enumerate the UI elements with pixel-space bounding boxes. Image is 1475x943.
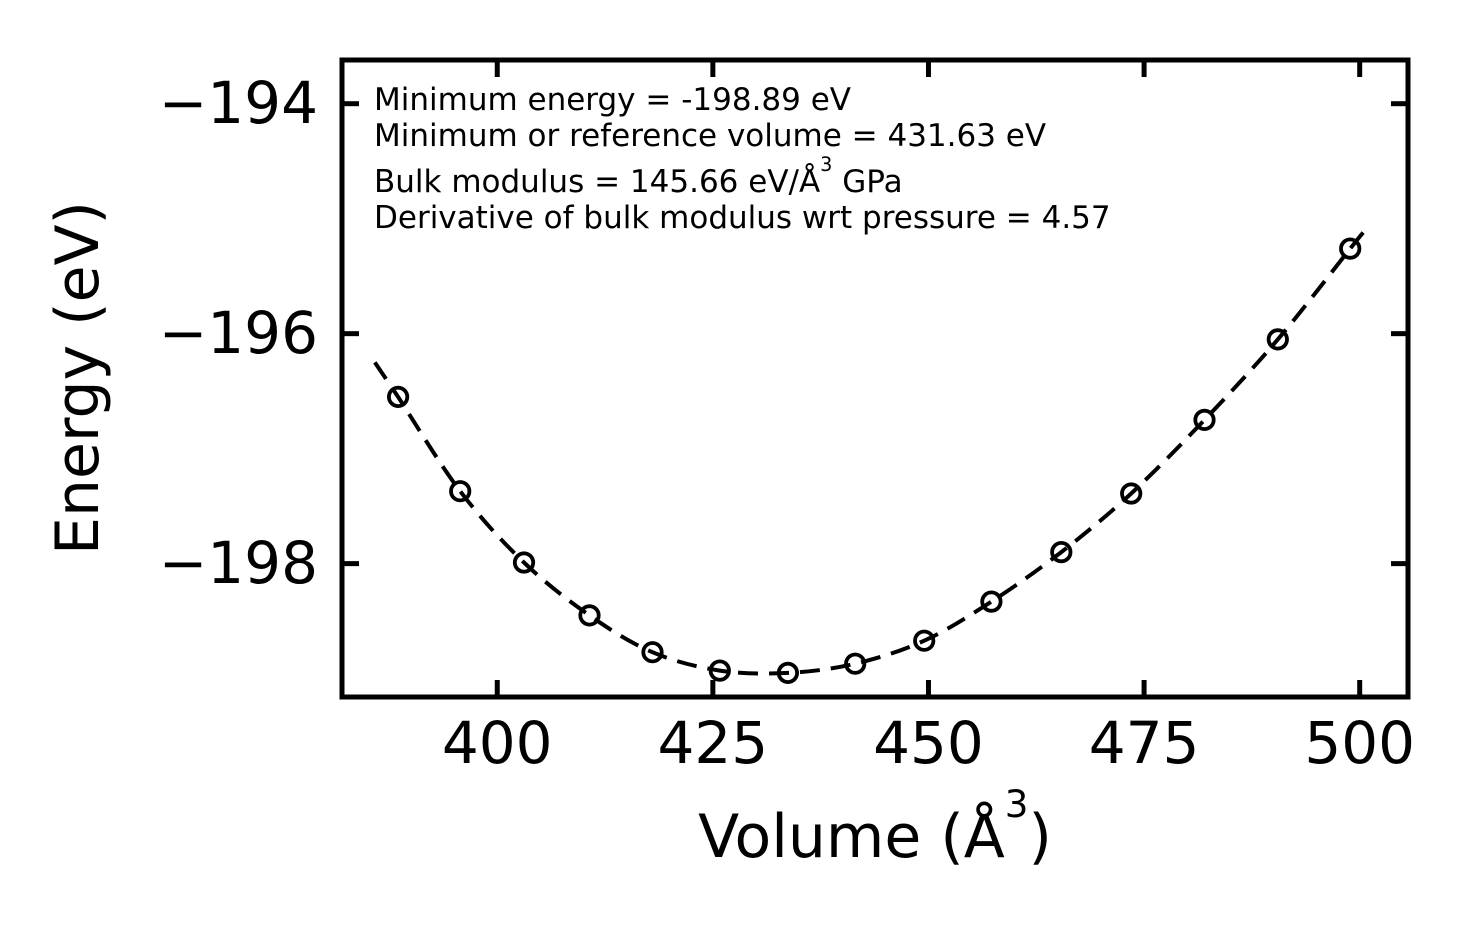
annotation-text: Bulk modulus = 145.66 eV/Å: [374, 164, 821, 200]
annotation-sup: 3: [820, 153, 833, 177]
data-point-marker: [1339, 237, 1362, 260]
y-tick-label: −194: [158, 68, 318, 137]
data-point-marker: [913, 629, 936, 652]
y-axis-label: Energy (eV): [43, 201, 113, 555]
data-point-marker: [776, 661, 800, 685]
annotation-text: Derivative of bulk modulus wrt pressure …: [374, 200, 1111, 236]
data-point-marker: [708, 659, 731, 682]
data-point-marker: [1266, 328, 1289, 351]
y-tick-label: −196: [158, 298, 318, 367]
annotation-text: Minimum or reference volume = 431.63 eV: [374, 118, 1047, 154]
data-point-marker: [386, 385, 410, 408]
data-point-marker: [578, 604, 601, 627]
x-tick-label: 475: [1088, 709, 1200, 777]
fit-parameters-annotation: Minimum energy = -198.89 eV Minimum or r…: [374, 82, 1111, 236]
annotation-text: Minimum energy = -198.89 eV: [374, 82, 852, 118]
data-point-marker: [1193, 408, 1216, 431]
x-axis-label: Volume (Å3): [342, 786, 1408, 875]
data-point-marker: [1050, 540, 1073, 564]
x-tick-label: 450: [873, 709, 984, 777]
data-point-marker: [641, 641, 664, 664]
annotation-min-energy: Minimum energy = -198.89 eV: [374, 82, 1111, 118]
data-point-marker: [980, 590, 1003, 613]
y-tick-label: −198: [158, 528, 318, 597]
data-point-marker: [449, 480, 472, 503]
x-axis-label-text: ): [1028, 802, 1052, 872]
fit-curve: [373, 231, 1365, 676]
x-tick-label: 500: [1304, 709, 1416, 777]
x-tick-label: 425: [657, 709, 769, 777]
annotation-min-volume: Minimum or reference volume = 431.63 eV: [374, 118, 1111, 154]
annotation-bulk-modulus-derivative: Derivative of bulk modulus wrt pressure …: [374, 200, 1111, 236]
annotation-text: GPa: [832, 164, 903, 200]
x-axis-label-text: Volume (Å: [698, 802, 1005, 872]
axes-frame: [339, 57, 1411, 700]
x-tick-label: 400: [441, 709, 553, 777]
data-point-marker: [512, 551, 536, 574]
data-point-marker: [844, 652, 867, 675]
annotation-bulk-modulus: Bulk modulus = 145.66 eV/Å3 GPa: [374, 155, 1111, 200]
x-axis-label-sup: 3: [1004, 782, 1029, 827]
data-point-marker: [1120, 482, 1143, 505]
